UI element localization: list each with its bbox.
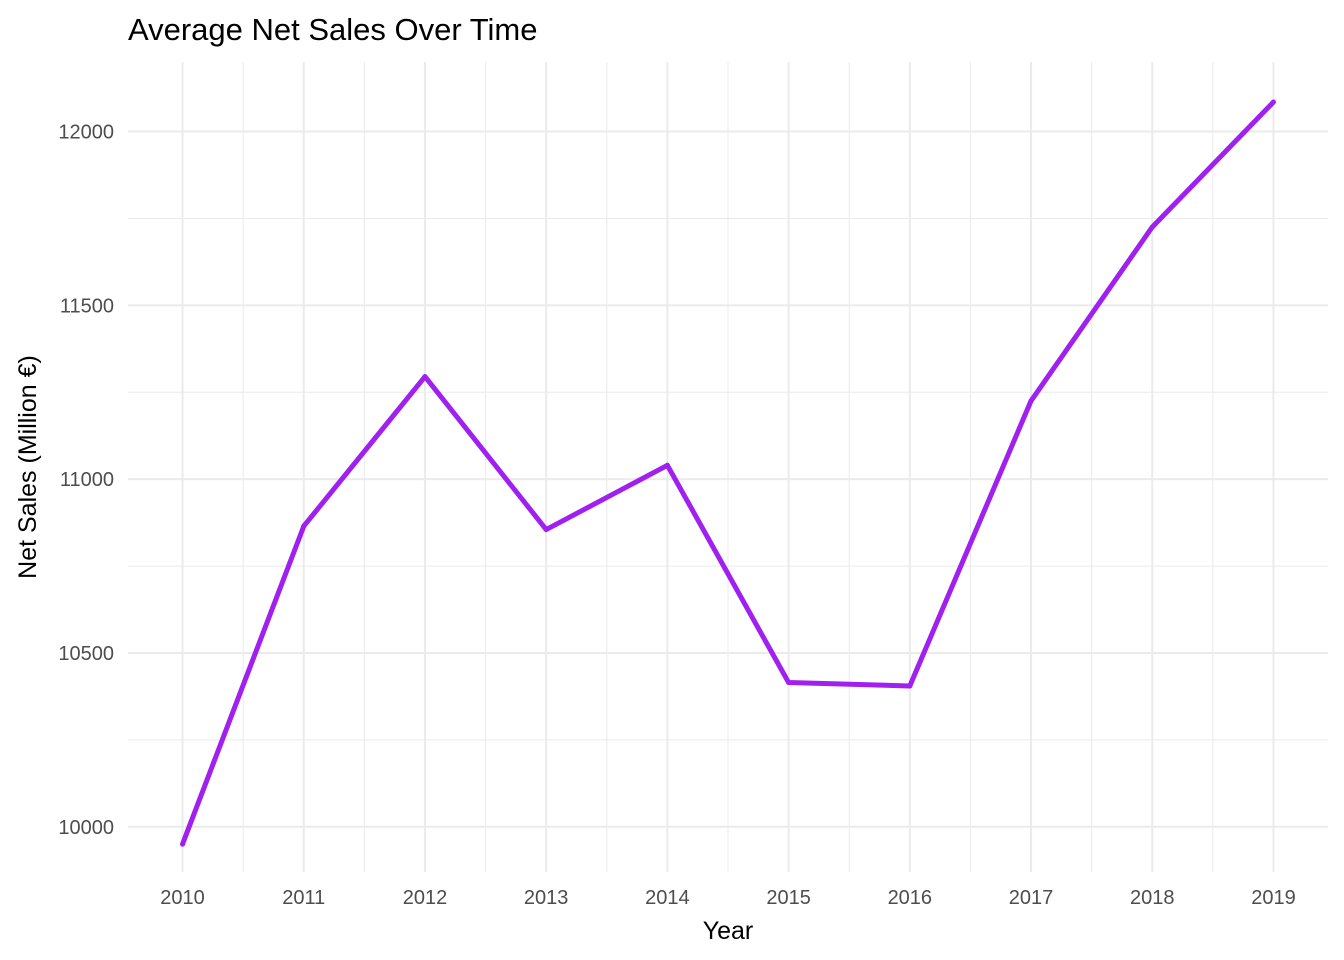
x-tick-label: 2016	[888, 887, 933, 909]
x-tick-label: 2014	[645, 887, 690, 909]
data-point	[1270, 99, 1276, 105]
x-axis-title: Year	[703, 917, 754, 945]
x-axis-tick-labels: 2010 2011 2012 2013 2014 2015 2016 2017 2018 2019	[160, 887, 1295, 909]
y-tick-label: 11500	[60, 295, 114, 317]
x-tick-label: 2011	[282, 887, 325, 909]
series-line	[180, 100, 1276, 846]
x-tick-label: 2010	[160, 887, 205, 909]
series-layer	[180, 99, 1276, 847]
x-tick-label: 2018	[1130, 887, 1175, 909]
major-gridlines	[128, 62, 1328, 872]
data-point	[1028, 398, 1034, 404]
data-point	[180, 841, 186, 847]
y-tick-label: 10000	[58, 817, 114, 839]
data-point	[664, 462, 670, 468]
x-tick-label: 2012	[403, 887, 448, 909]
data-point	[422, 374, 428, 380]
data-point	[301, 523, 307, 529]
data-point	[907, 683, 913, 689]
x-tick-label: 2017	[1009, 887, 1054, 909]
data-point	[1149, 224, 1155, 230]
y-tick-label: 10500	[58, 643, 114, 665]
minor-gridlines	[128, 62, 1328, 872]
data-point	[786, 680, 792, 686]
x-tick-label: 2013	[524, 887, 569, 909]
y-axis-title: Net Sales (Million €)	[14, 355, 42, 579]
data-point	[543, 527, 549, 533]
x-tick-label: 2019	[1251, 887, 1296, 909]
y-tick-label: 12000	[58, 122, 114, 144]
y-tick-label: 11000	[60, 469, 114, 491]
x-tick-label: 2015	[766, 887, 811, 909]
y-axis-tick-labels: 10000 10500 11000 11500 12000	[58, 122, 114, 839]
chart-title: Average Net Sales Over Time	[128, 12, 538, 47]
